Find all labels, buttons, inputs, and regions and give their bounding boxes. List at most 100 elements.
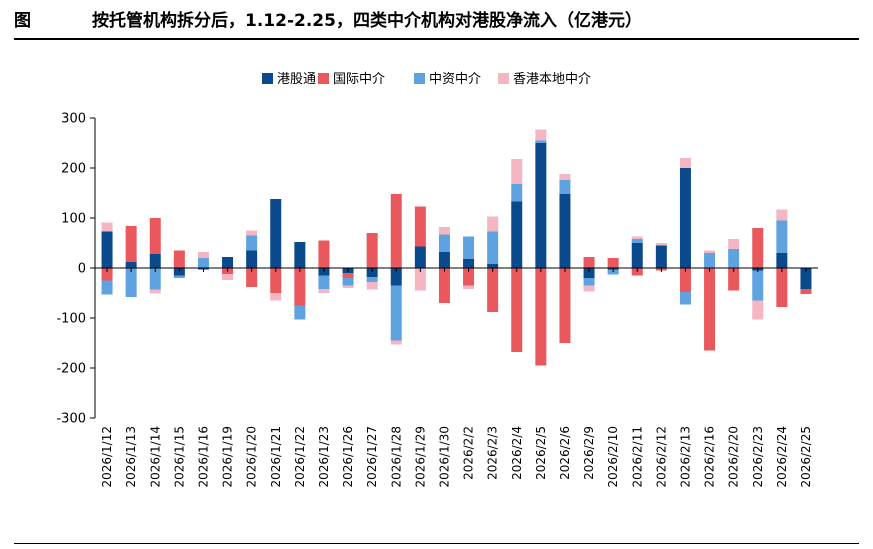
x-tick-label: 2026/2/9 <box>582 426 596 480</box>
bar-segment-4 <box>655 243 667 246</box>
bar-segment-1 <box>463 259 475 268</box>
bar-segment-2 <box>270 268 282 293</box>
bar-segment-4 <box>559 174 571 180</box>
bar-segment-2 <box>583 257 595 268</box>
x-tick-label: 2026/1/21 <box>269 426 283 488</box>
top-rule <box>14 38 859 40</box>
bar-segment-1 <box>776 253 788 268</box>
bar-segment-1 <box>631 243 643 268</box>
bar-segment-2 <box>800 289 812 294</box>
bar-segment-1 <box>366 268 378 277</box>
x-tick-label: 2026/1/29 <box>413 426 427 488</box>
bar-segment-4 <box>222 274 234 280</box>
bar-segment-4 <box>752 300 764 320</box>
x-tick-label: 2026/2/2 <box>462 426 476 480</box>
legend-swatch-1 <box>262 73 273 84</box>
bar-segment-2 <box>776 268 788 307</box>
bar-segment-3 <box>438 234 450 252</box>
bar-segment-2 <box>487 268 499 312</box>
bar-segment-1 <box>438 252 450 268</box>
bar-segment-2 <box>679 268 691 292</box>
x-tick-label: 2026/2/6 <box>558 426 572 480</box>
x-tick-label: 2026/1/13 <box>124 426 138 488</box>
bar-segment-2 <box>704 268 716 351</box>
x-tick-label: 2026/2/25 <box>799 426 813 488</box>
x-tick-label: 2026/2/23 <box>751 426 765 488</box>
legend-swatch-3 <box>414 73 425 84</box>
bar-segment-4 <box>342 285 354 288</box>
x-tick-label: 2026/2/4 <box>510 426 524 480</box>
bar-segment-3 <box>197 258 209 268</box>
bar-segment-1 <box>800 268 812 289</box>
bar-segment-3 <box>318 275 330 289</box>
chart-legend: 港股通 国际中介 中资中介 香港本地中介 <box>262 72 591 87</box>
bar-segment-3 <box>728 249 740 268</box>
bar-segment-4 <box>294 319 306 320</box>
bar-segment-1 <box>125 262 137 268</box>
bar-segment-1 <box>390 268 402 286</box>
bar-segment-4 <box>270 293 282 301</box>
x-tick-label: 2026/1/20 <box>245 426 259 488</box>
bar-segment-3 <box>101 280 113 295</box>
bar-segment-3 <box>583 278 595 286</box>
bar-segment-4 <box>149 289 161 294</box>
bar-segment-3 <box>631 239 643 243</box>
figure-title: 按托管机构拆分后，1.12-2.25，四类中介机构对港股净流入（亿港元） <box>92 11 642 31</box>
legend-label-3: 中资中介 <box>429 72 481 87</box>
bar-segment-2 <box>294 268 306 306</box>
x-tick-label: 2026/1/19 <box>221 426 235 488</box>
x-axis: 2026/1/12 2026/1/13 2026/1/14 2026/1/15 2026… <box>95 267 818 488</box>
bar-segment-3 <box>535 140 547 143</box>
bar-segment-2 <box>463 268 475 286</box>
y-tick-label: 200 <box>61 162 86 177</box>
bar-segment-4 <box>414 268 426 291</box>
bar-segment-4 <box>776 209 788 221</box>
bar-segment-4 <box>679 158 691 168</box>
bar-segment-1 <box>414 246 426 268</box>
y-tick-label: -300 <box>56 412 86 427</box>
bar-segment-4 <box>318 289 330 293</box>
bar-segment-4 <box>487 216 499 232</box>
x-tick-label: 2026/2/11 <box>630 426 644 488</box>
bar-segment-1 <box>583 268 595 278</box>
bar-segment-4 <box>631 236 643 239</box>
bar-segment-2 <box>342 273 354 278</box>
bar-segment-4 <box>511 159 523 184</box>
legend-label-2: 国际中介 <box>333 72 385 87</box>
bar-segment-1 <box>294 242 306 268</box>
bar-segment-1 <box>222 257 234 268</box>
x-tick-label: 2026/2/10 <box>606 426 620 488</box>
bars-layer <box>101 129 812 366</box>
x-tick-label: 2026/2/24 <box>775 426 789 488</box>
bar-segment-3 <box>149 268 161 290</box>
bar-segment-3 <box>704 253 716 268</box>
bar-segment-1 <box>559 194 571 268</box>
y-tick-label: 300 <box>61 112 86 127</box>
bar-segment-3 <box>125 268 137 297</box>
bar-segment-2 <box>438 268 450 303</box>
bar-segment-2 <box>101 268 113 281</box>
x-tick-label: 2026/2/5 <box>534 426 548 480</box>
bottom-rule <box>14 543 859 544</box>
x-tick-label: 2026/1/23 <box>317 426 331 488</box>
x-tick-label: 2026/2/16 <box>703 426 717 488</box>
bar-segment-3 <box>511 184 523 202</box>
x-tick-label: 2026/1/22 <box>293 426 307 488</box>
y-tick-label: -200 <box>56 362 86 377</box>
x-tick-label: 2026/2/20 <box>727 426 741 488</box>
bar-segment-4 <box>583 285 595 292</box>
bar-segment-1 <box>511 201 523 268</box>
y-tick-label: -100 <box>56 312 86 327</box>
bar-segment-2 <box>173 250 185 268</box>
bar-segment-4 <box>728 239 740 249</box>
bar-segment-3 <box>246 235 258 251</box>
bar-segment-2 <box>607 258 619 268</box>
bar-segment-4 <box>463 285 475 289</box>
bar-segment-4 <box>438 227 450 235</box>
bar-segment-3 <box>294 305 306 319</box>
bar-segment-1 <box>487 264 499 268</box>
y-axis: -300 -200 -100 0 100 200 300 <box>56 112 96 427</box>
bar-segment-2 <box>125 226 137 262</box>
bar-segment-4 <box>366 282 378 290</box>
x-tick-label: 2026/1/26 <box>341 426 355 488</box>
